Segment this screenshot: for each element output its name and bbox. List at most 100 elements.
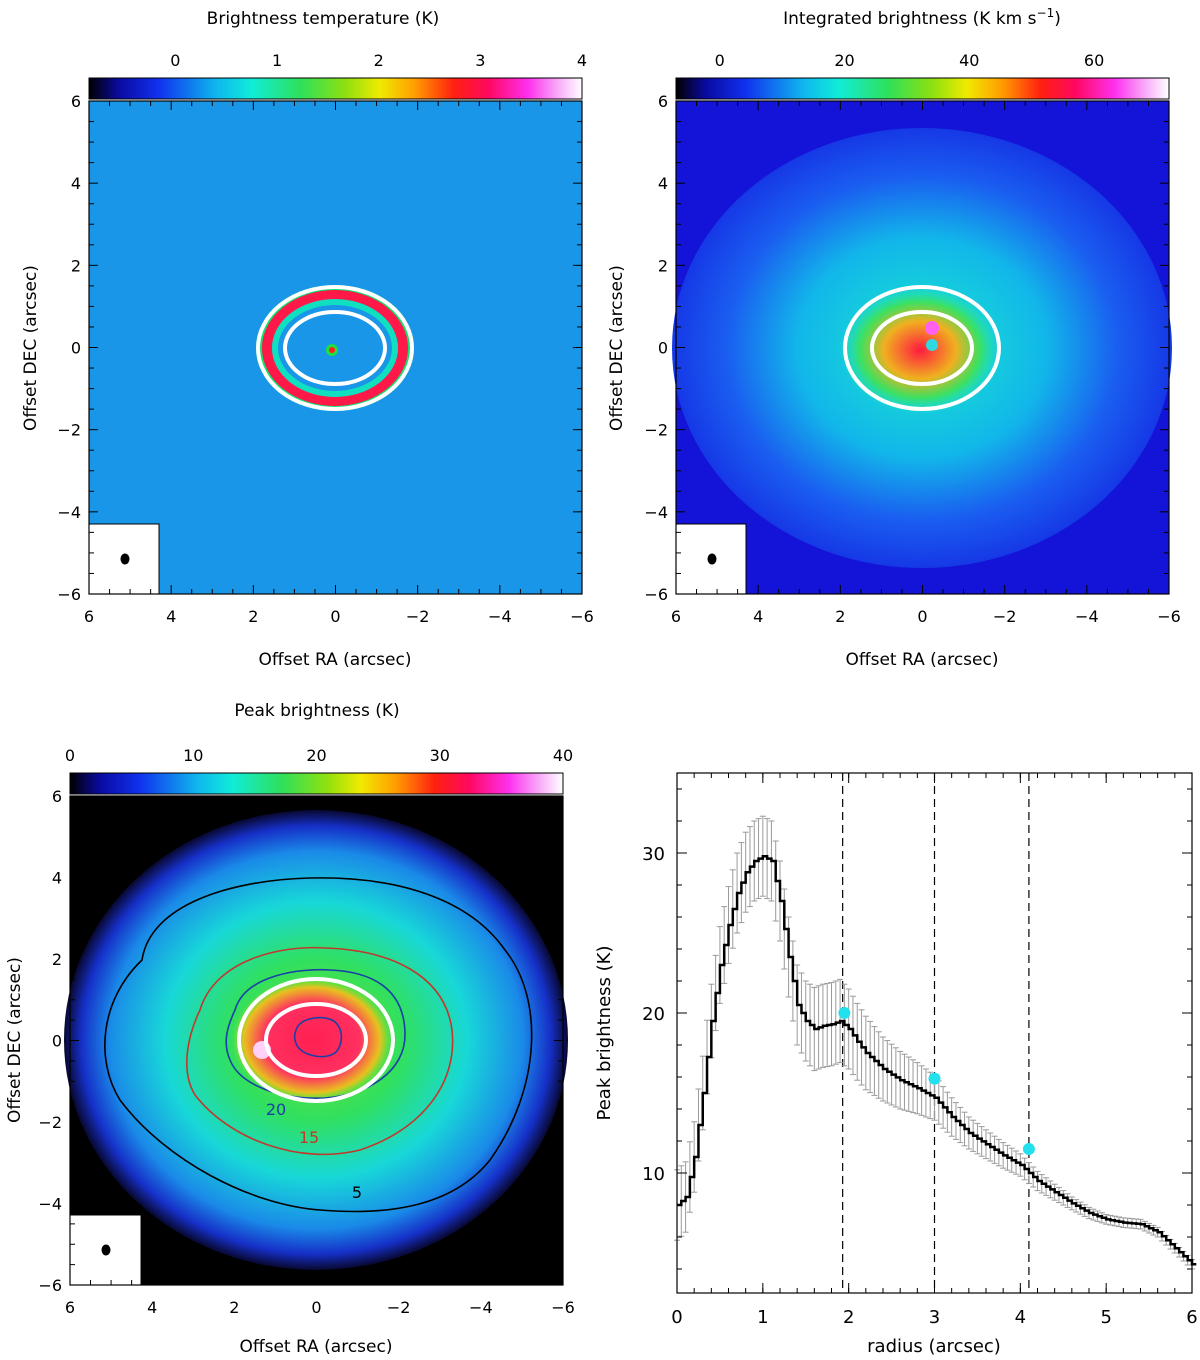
markers [838, 1007, 1035, 1155]
colorbar-title-end: ) [1054, 9, 1061, 29]
colorbar-title: Brightness temperature (K) [207, 9, 440, 29]
y-tick-label: 2 [52, 950, 62, 969]
y-tick-label: −2 [38, 1113, 62, 1132]
contour-label-15: 15 [299, 1128, 319, 1147]
colorbar-tick-label: 4 [577, 51, 587, 70]
y-tick-label: −6 [644, 585, 668, 604]
y-axis-label: Offset DEC (arcsec) [607, 265, 627, 431]
x-axis-label: Offset RA (arcsec) [259, 650, 412, 670]
y-tick-label: 2 [658, 256, 668, 275]
contour-15 [186, 946, 454, 1156]
x-tick-label: −6 [551, 1298, 575, 1317]
colorbar [88, 77, 583, 100]
contour-20 [225, 968, 406, 1099]
marker-point [928, 1072, 941, 1085]
central-source-peak [329, 347, 335, 353]
central-hole [926, 339, 938, 351]
x-tick-label: −2 [993, 607, 1017, 626]
x-axis-label: Offset RA (arcsec) [240, 1337, 393, 1357]
bright-knot [925, 321, 939, 335]
contour-5 [104, 877, 533, 1213]
x-tick-label: 4 [753, 607, 763, 626]
colorbar-title-main: Integrated brightness (K km s [783, 9, 1037, 29]
x-tick-label: −4 [469, 1298, 493, 1317]
y-tick-label: −6 [57, 585, 81, 604]
x-tick-label: 5 [1100, 1307, 1111, 1328]
x-tick-label: 2 [835, 607, 845, 626]
x-tick-label: −4 [1075, 607, 1099, 626]
contour-label-20: 20 [266, 1100, 286, 1119]
colorbar-tick-label: 20 [306, 746, 326, 765]
x-tick-label: 0 [671, 1307, 682, 1328]
panel-peak-brightness-map: Peak brightness (K) 0 10 20 30 40 20 15 5 66… [5, 701, 575, 1357]
y-tick-label: 4 [71, 174, 81, 193]
x-tick-label: 4 [166, 607, 176, 626]
beam-shape [120, 553, 130, 565]
y-axis-label: Peak brightness (K) [594, 946, 615, 1121]
panel-brightness-temperature: Brightness temperature (K) 0 1 2 3 4 6 6 4 4 2 2 0… [21, 9, 594, 670]
profile-line [677, 854, 1197, 1266]
disk-core [840, 286, 1000, 414]
x-tick-label: 6 [84, 607, 94, 626]
beam-shape [101, 1244, 111, 1256]
contour-inner [293, 1016, 343, 1058]
colorbar-tick-labels: 0 20 40 60 [715, 51, 1104, 84]
y-tick-label: 6 [658, 92, 668, 111]
colorbar-tick-labels: 0 10 20 30 40 [65, 746, 573, 779]
axis-ticks: 0 1 2 3 4 5 6 10 20 30 [642, 773, 1198, 1328]
overlay-ellipse-outer [256, 285, 414, 411]
y-tick-label: −2 [644, 421, 668, 440]
colorbar-tick-label: 30 [430, 746, 450, 765]
colorbar-tick-label: 0 [170, 51, 180, 70]
x-tick-label: 3 [929, 1307, 940, 1328]
x-tick-label: 4 [1015, 1307, 1026, 1328]
y-tick-label: 0 [71, 339, 81, 358]
peak-brightness-profile-chart: 0 1 2 3 4 5 6 10 20 30 radius (arcsec) Peak brigh… [594, 772, 1198, 1357]
x-tick-label: 2 [843, 1307, 854, 1328]
emission-ring-red [262, 290, 408, 406]
y-tick-label: 0 [658, 339, 668, 358]
contour-label-5: 5 [352, 1183, 362, 1202]
x-tick-label: −6 [1157, 607, 1181, 626]
overlay-ellipse-inner [870, 310, 974, 386]
y-tick-label: 0 [52, 1032, 62, 1051]
y-tick-label: −4 [38, 1195, 62, 1214]
y-tick-label: −4 [57, 503, 81, 522]
y-tick-label: −4 [644, 503, 668, 522]
colorbar-tick-label: 2 [374, 51, 384, 70]
x-tick-label: 4 [147, 1298, 157, 1317]
overlay-ellipse-outer [237, 977, 395, 1103]
panel-integrated-brightness: Integrated brightness (K km s−1) 0 20 40 60… [607, 6, 1181, 670]
colorbar-tick-label: 20 [834, 51, 854, 70]
colorbar-tick-label: 3 [475, 51, 485, 70]
colorbar [675, 77, 1170, 100]
y-tick-label: 6 [52, 787, 62, 806]
colorbar-title: Integrated brightness (K km s−1) [783, 6, 1061, 29]
colorbar-tick-label: 10 [183, 746, 203, 765]
x-tick-label: 6 [1186, 1307, 1197, 1328]
x-tick-label: −6 [570, 607, 594, 626]
x-tick-label: 6 [671, 607, 681, 626]
colorbar-tick-label: 0 [65, 746, 75, 765]
y-axis-label: Offset DEC (arcsec) [21, 265, 41, 431]
reference-lines [842, 773, 1030, 1293]
colorbar [69, 772, 564, 795]
x-tick-label: 2 [248, 607, 258, 626]
x-tick-label: 6 [65, 1298, 75, 1317]
x-tick-label: 0 [330, 607, 340, 626]
overlay-ellipse-inner [264, 1002, 368, 1078]
x-tick-label: −2 [406, 607, 430, 626]
y-tick-label: 20 [642, 1004, 665, 1025]
colorbar-tick-label: 0 [715, 51, 725, 70]
colorbar-title-superscript: −1 [1037, 6, 1055, 20]
marker-point [838, 1007, 851, 1019]
x-tick-label: 0 [311, 1298, 321, 1317]
overlay-ellipse-outer [843, 285, 1001, 411]
x-tick-label: 0 [917, 607, 927, 626]
x-tick-label: 1 [757, 1307, 768, 1328]
y-tick-label: 4 [52, 869, 62, 888]
beam-shape [707, 553, 717, 565]
